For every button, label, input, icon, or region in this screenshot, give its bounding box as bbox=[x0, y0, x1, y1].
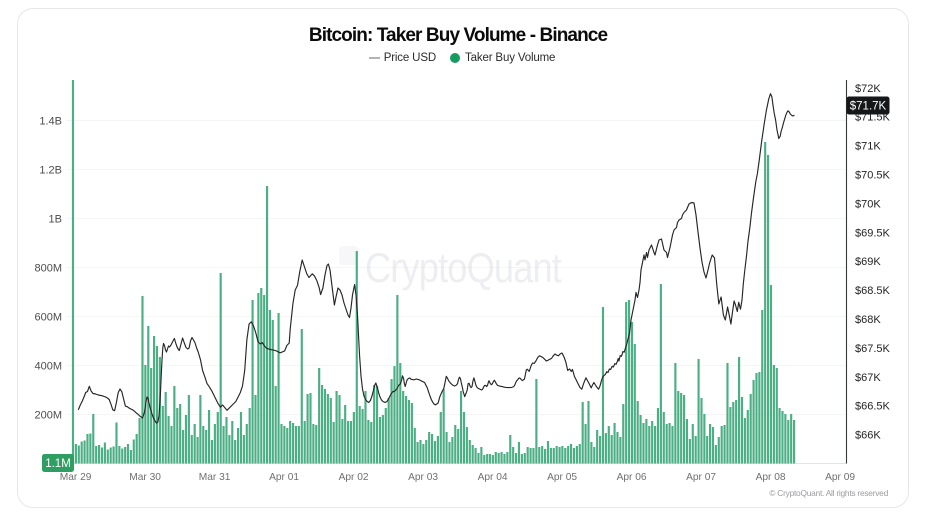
svg-text:Apr 08: Apr 08 bbox=[756, 472, 786, 483]
svg-text:Apr 01: Apr 01 bbox=[269, 472, 299, 483]
svg-text:CryptoQuant: CryptoQuant bbox=[365, 244, 562, 291]
svg-text:$66.5K: $66.5K bbox=[855, 401, 891, 413]
svg-text:1B: 1B bbox=[49, 213, 62, 225]
svg-text:Apr 03: Apr 03 bbox=[408, 472, 438, 483]
svg-text:Apr 07: Apr 07 bbox=[686, 472, 716, 483]
svg-text:400M: 400M bbox=[34, 360, 62, 372]
svg-text:Mar 30: Mar 30 bbox=[129, 472, 161, 483]
svg-text:Apr 09: Apr 09 bbox=[825, 472, 855, 483]
svg-text:$67K: $67K bbox=[855, 372, 881, 384]
svg-text:Apr 05: Apr 05 bbox=[547, 472, 577, 483]
svg-text:$71.7K: $71.7K bbox=[850, 101, 887, 113]
svg-text:$69K: $69K bbox=[855, 256, 881, 268]
svg-text:600M: 600M bbox=[34, 311, 62, 323]
svg-text:1.1M: 1.1M bbox=[45, 458, 71, 470]
svg-text:$68K: $68K bbox=[855, 314, 881, 326]
svg-text:1.2B: 1.2B bbox=[39, 164, 62, 176]
svg-text:1.4B: 1.4B bbox=[39, 115, 62, 127]
svg-text:Apr 02: Apr 02 bbox=[339, 472, 369, 483]
svg-text:$72K: $72K bbox=[855, 83, 881, 95]
svg-text:800M: 800M bbox=[34, 262, 62, 274]
svg-text:© CryptoQuant. All rights rese: © CryptoQuant. All rights reserved bbox=[769, 488, 888, 498]
svg-text:$68.5K: $68.5K bbox=[855, 285, 891, 297]
svg-text:$71.5K: $71.5K bbox=[855, 112, 891, 124]
svg-text:Mar 29: Mar 29 bbox=[60, 472, 92, 483]
svg-text:Apr 04: Apr 04 bbox=[478, 472, 508, 483]
svg-text:$70.5K: $70.5K bbox=[855, 170, 891, 182]
svg-text:$71K: $71K bbox=[855, 141, 881, 153]
svg-text:$70K: $70K bbox=[855, 198, 881, 210]
svg-text:$69.5K: $69.5K bbox=[855, 227, 891, 239]
svg-text:$67.5K: $67.5K bbox=[855, 343, 891, 355]
svg-text:Mar 31: Mar 31 bbox=[199, 472, 231, 483]
svg-text:200M: 200M bbox=[34, 409, 62, 421]
svg-text:Apr 06: Apr 06 bbox=[617, 472, 647, 483]
svg-text:$66K: $66K bbox=[855, 430, 881, 442]
